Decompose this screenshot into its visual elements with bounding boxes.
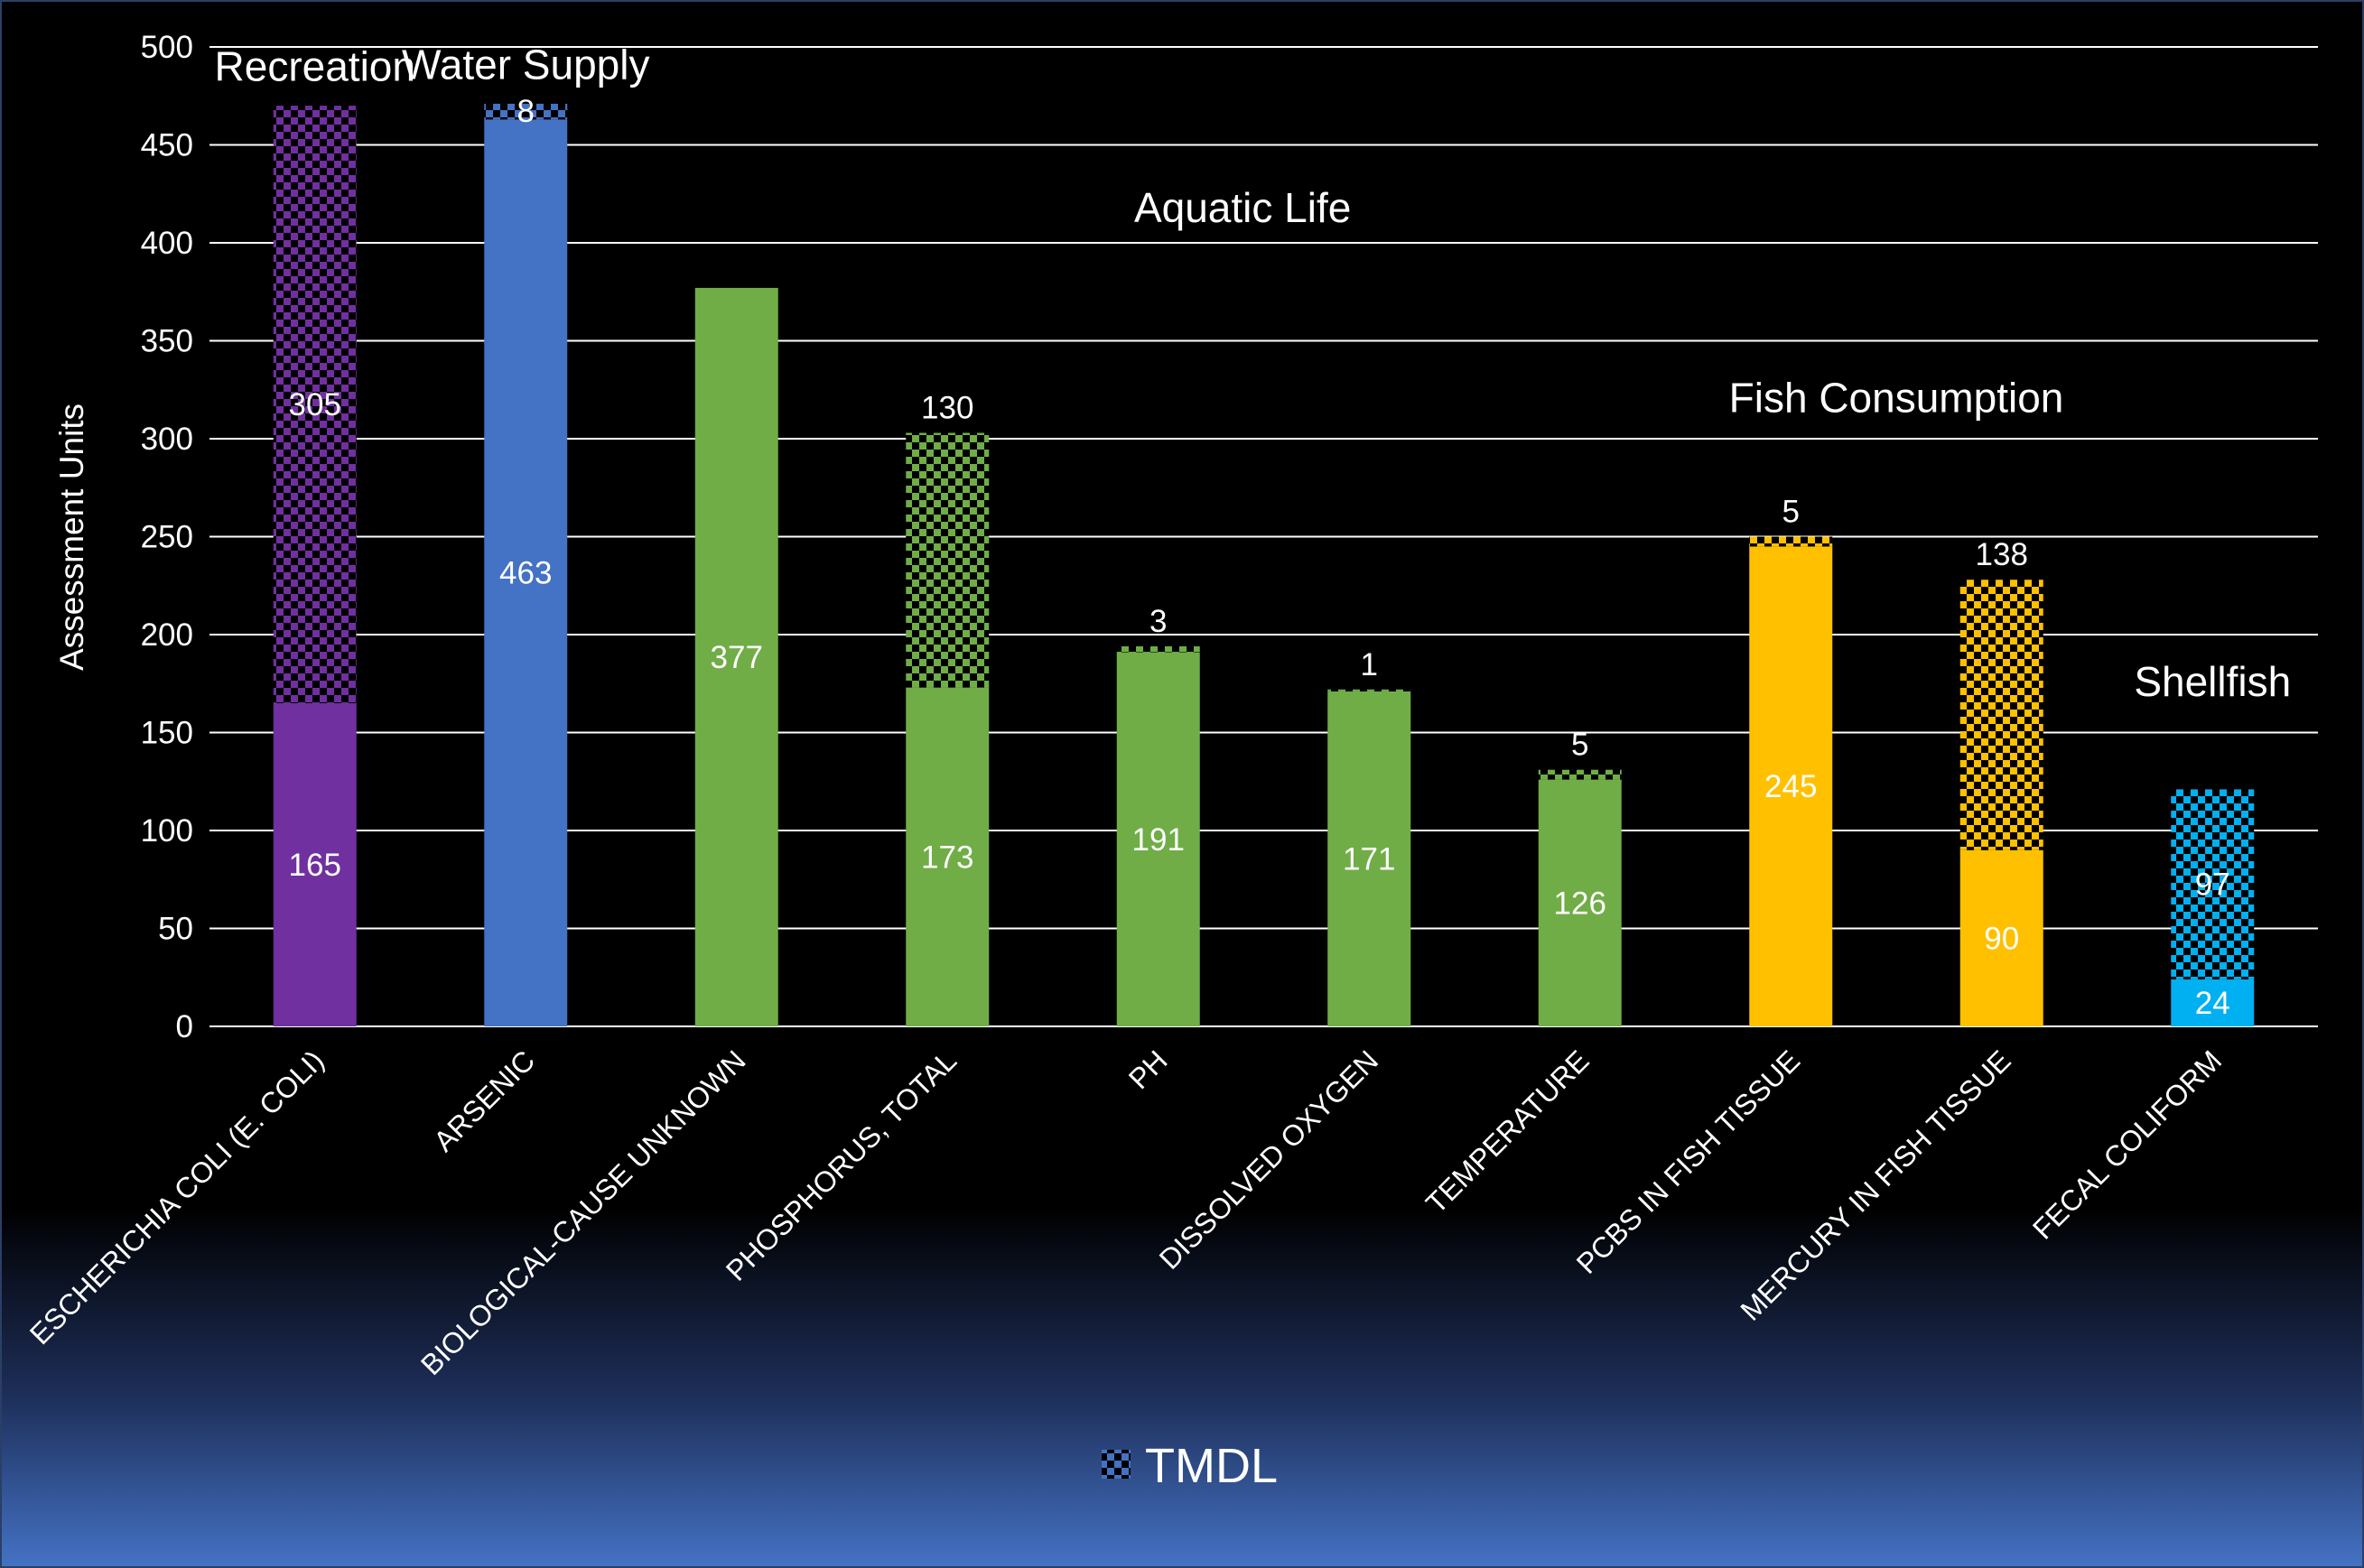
y-tick-label: 0: [176, 1009, 193, 1044]
y-tick-label: 50: [158, 912, 193, 947]
data-label: 463: [499, 556, 552, 591]
x-tick-label: BIOLOGICAL-CAUSE UNKNOWN: [414, 1044, 752, 1381]
bar-segment-tmdl[interactable]: [1959, 580, 2043, 850]
bar-segment[interactable]: [1538, 779, 1622, 1026]
group-annotation: Aquatic Life: [1134, 184, 1351, 231]
x-tick-label: TEMPERATURE: [1419, 1044, 1596, 1220]
x-tick-label: ARSENIC: [427, 1044, 541, 1157]
x-tick-label: DISSOLVED OXYGEN: [1153, 1044, 1384, 1275]
data-label: 191: [1132, 822, 1185, 858]
data-label-tmdl: 1: [1361, 647, 1378, 682]
group-annotation: Water Supply: [402, 42, 649, 88]
data-label: 90: [1984, 921, 2019, 956]
y-axis-ticks: 0 50 100 150 200 250 300 350 400 450 500: [141, 30, 193, 1044]
legend-swatch-tmdl: [1102, 1450, 1131, 1479]
data-label-tmdl: 305: [289, 387, 341, 422]
x-tick-label: PCBS IN FISH TISSUE: [1570, 1044, 1806, 1279]
x-tick-label: PHOSPHORUS, TOTAL: [720, 1044, 963, 1286]
data-label: 171: [1343, 841, 1395, 877]
x-tick-label: PH: [1122, 1044, 1174, 1095]
data-label: 24: [2195, 986, 2230, 1021]
y-tick-label: 300: [141, 422, 193, 457]
y-tick-label: 250: [141, 520, 193, 555]
data-label: 377: [711, 640, 763, 675]
group-annotation: Shellfish: [2134, 658, 2291, 705]
bar-segment[interactable]: [1749, 546, 1833, 1026]
bar-segment-tmdl[interactable]: [273, 106, 357, 703]
y-tick-label: 100: [141, 813, 193, 849]
data-label-tmdl: 97: [2195, 868, 2230, 903]
data-label-tmdl: 130: [921, 390, 973, 425]
bar-segment[interactable]: [2171, 979, 2255, 1026]
bar-segment-tmdl[interactable]: [906, 432, 990, 688]
x-axis-ticks: ESCHERICHIA COLI (E. COLI) ARSENICBIOLOGI…: [23, 1044, 2228, 1381]
bar-segment-tmdl[interactable]: [484, 103, 568, 120]
x-tick-label: FECAL COLIFORM: [2026, 1044, 2228, 1245]
bar-segment-tmdl[interactable]: [1538, 769, 1622, 780]
bar-segment-tmdl[interactable]: [1749, 536, 1833, 547]
data-label-tmdl: 3: [1149, 604, 1167, 639]
bar-segment-tmdl[interactable]: [2171, 789, 2255, 979]
y-tick-label: 350: [141, 324, 193, 359]
bar-segment-tmdl[interactable]: [1116, 646, 1200, 653]
y-tick-label: 150: [141, 716, 193, 751]
bars: [273, 103, 2255, 1027]
y-tick-label: 400: [141, 226, 193, 261]
y-axis-title: Assessment Units: [53, 404, 90, 671]
data-label: 173: [921, 840, 973, 875]
data-label: 245: [1764, 769, 1817, 804]
y-tick-label: 200: [141, 617, 193, 653]
bar-segment[interactable]: [694, 287, 778, 1026]
legend[interactable]: TMDL: [1102, 1439, 1278, 1493]
data-label: 126: [1554, 886, 1606, 921]
group-annotation: Recreation: [215, 43, 415, 90]
y-tick-label: 500: [141, 30, 193, 65]
x-tick-label: ESCHERICHIA COLI (E. COLI): [23, 1044, 330, 1350]
data-label-tmdl: 138: [1976, 537, 2028, 572]
group-annotation: Fish Consumption: [1729, 374, 2064, 421]
bar-segment[interactable]: [906, 687, 990, 1026]
data-label-tmdl: 5: [1571, 728, 1588, 763]
data-labels: 165 305 463 8 377 173 130 191 3 171 1 126 5 245 5 90 138…: [289, 94, 2230, 1021]
data-label-tmdl: 5: [1782, 495, 1800, 530]
bar-segment[interactable]: [484, 119, 568, 1027]
bar-segment[interactable]: [1327, 691, 1411, 1026]
data-label: 165: [289, 848, 341, 883]
y-tick-label: 450: [141, 128, 193, 163]
bar-segment[interactable]: [1116, 652, 1200, 1026]
bar-segment-tmdl[interactable]: [1327, 689, 1411, 691]
bar-segment[interactable]: [273, 702, 357, 1026]
data-label-tmdl: 8: [517, 94, 535, 129]
bar-segment[interactable]: [1959, 849, 2043, 1026]
legend-label-tmdl: TMDL: [1145, 1439, 1278, 1493]
